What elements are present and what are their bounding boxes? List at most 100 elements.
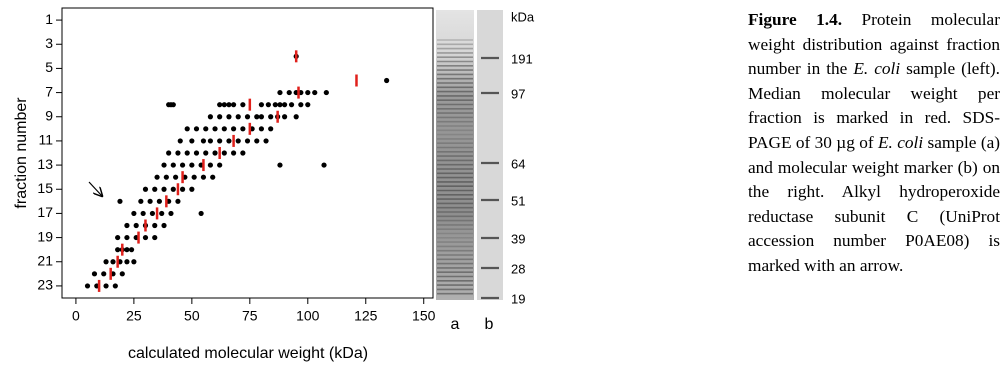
lane-label: b [485,316,494,333]
point [277,102,282,107]
point [199,211,204,216]
caption-italic: E. coli [853,59,900,78]
point [263,138,268,143]
point [101,271,106,276]
gel-unit: kDa [511,9,535,24]
marker-label: 28 [511,261,525,276]
point [150,211,155,216]
point [236,114,241,119]
point [305,90,310,95]
point [178,138,183,143]
point [245,114,250,119]
point [259,102,264,107]
point [194,126,199,131]
point [217,114,222,119]
point [164,175,169,180]
point [217,162,222,167]
y-tick-label: 23 [37,277,53,293]
point [231,150,236,155]
point [180,187,185,192]
lane-label: a [451,316,460,333]
point [154,175,159,180]
point [161,223,166,228]
point [173,175,178,180]
y-tick-label: 19 [37,228,53,244]
point [287,90,292,95]
point [141,211,146,216]
point [282,114,287,119]
point [192,175,197,180]
point [208,162,213,167]
point [240,150,245,155]
point [171,187,176,192]
point [231,102,236,107]
x-tick-label: 50 [184,308,200,324]
point [129,247,134,252]
x-tick-label: 25 [126,308,142,324]
point [222,102,227,107]
point [312,90,317,95]
point [254,138,259,143]
point [92,271,97,276]
point [117,199,122,204]
point [324,90,329,95]
point [277,162,282,167]
page: fraction number calculated molecular wei… [0,0,1008,366]
point [294,114,299,119]
point [189,187,194,192]
y-axis-title: fraction number [13,97,30,209]
point [113,283,118,288]
point [208,138,213,143]
point [226,102,231,107]
x-tick-label: 150 [412,308,436,324]
x-axis-title: calculated molecular weight (kDa) [128,345,368,362]
point [161,187,166,192]
point [384,78,389,83]
y-tick-label: 15 [37,180,53,196]
point [152,187,157,192]
plot-frame [62,8,433,298]
caption: Figure 1.4. Protein molecular weight dis… [748,8,1000,279]
point [175,199,180,204]
x-tick-label: 75 [242,308,258,324]
point [321,162,326,167]
point [201,175,206,180]
arrow [89,182,102,196]
point [289,102,294,107]
marker-label: 39 [511,231,525,246]
figure: fraction number calculated molecular wei… [0,0,740,366]
marker-label: 97 [511,86,525,101]
y-tick-label: 1 [45,11,53,27]
point [110,259,115,264]
point [298,102,303,107]
gel [436,10,503,300]
point [236,138,241,143]
point [222,150,227,155]
point [282,102,287,107]
point [124,235,129,240]
caption-label: Figure 1.4. [748,10,842,29]
point [277,90,282,95]
point [143,187,148,192]
point [143,235,148,240]
point [208,114,213,119]
point [124,247,129,252]
point [212,150,217,155]
point [138,199,143,204]
point [231,126,236,131]
point [240,102,245,107]
point [168,211,173,216]
point [124,259,129,264]
point [124,223,129,228]
point [131,259,136,264]
point [259,114,264,119]
y-tick-label: 11 [38,132,53,148]
point [203,126,208,131]
point [203,150,208,155]
point [273,102,278,107]
point [152,235,157,240]
point [157,199,162,204]
point [226,138,231,143]
point [171,162,176,167]
point [180,162,185,167]
